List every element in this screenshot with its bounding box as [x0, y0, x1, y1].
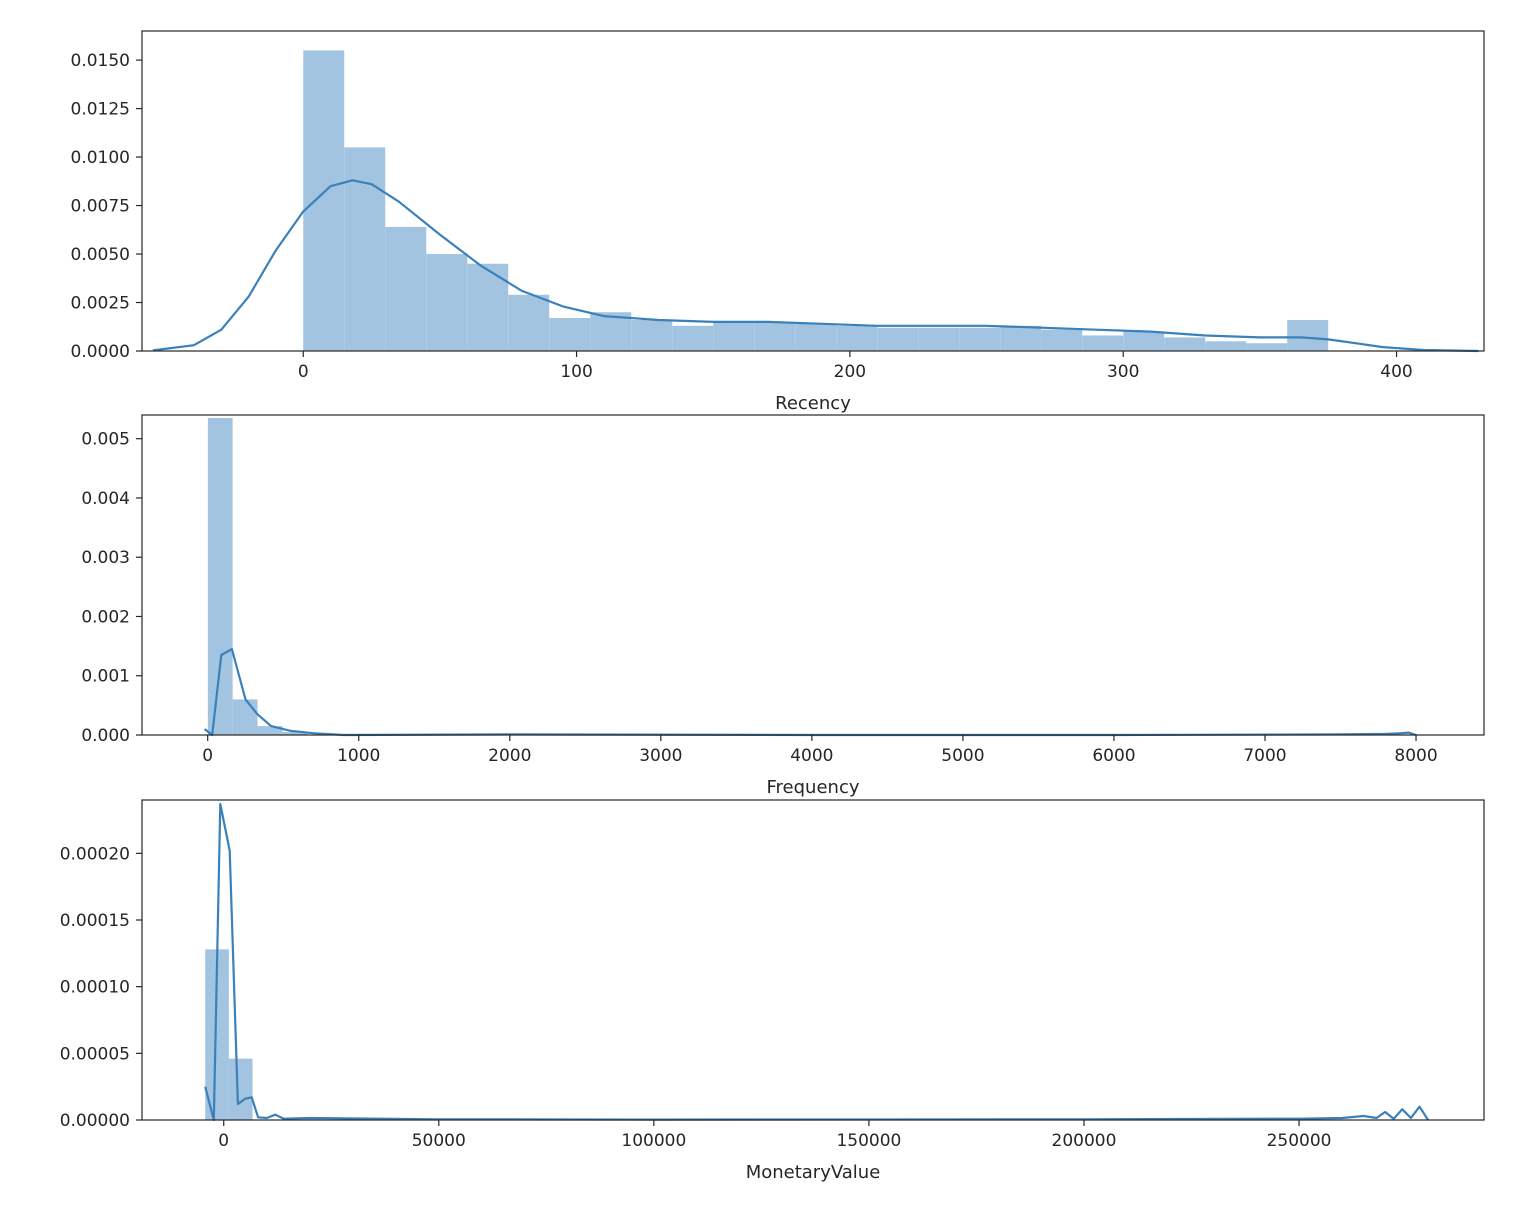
recency-bar: [1041, 329, 1083, 351]
frequency-y-tick-label: 0.002: [81, 607, 130, 627]
recency-y-tick-label: 0.0000: [71, 342, 130, 362]
monetary-x-tick-label: 0: [218, 1131, 229, 1151]
frequency-y-tick-label: 0.005: [81, 430, 130, 450]
frequency-x-tick-label: 0: [202, 746, 213, 766]
monetary-y-tick-label: 0.00020: [60, 844, 130, 864]
panel-monetary: 0 50000 100000 150000 200000 250000 0.00000 0.0…: [60, 799, 1485, 1183]
frequency-x-tick-label: 2000: [488, 746, 531, 766]
frequency-bar: [232, 699, 258, 735]
recency-y-tick-label: 0.0050: [71, 245, 130, 265]
recency-bar: [1246, 343, 1288, 351]
recency-axes-frame: [141, 30, 1485, 352]
monetary-y-tick-label: 0.00015: [60, 911, 130, 931]
panel-recency: 0 100 200 300 400 0.0000 0.0025 0.0050 0.0075 0.0…: [71, 30, 1485, 414]
recency-bar: [877, 327, 919, 351]
recency-bar: [1000, 325, 1042, 351]
frequency-x-tick-label: 7000: [1243, 746, 1286, 766]
recency-bar: [631, 319, 673, 351]
monetary-x-tick-label: 200000: [1052, 1131, 1117, 1151]
frequency-x-tick-label: 1000: [337, 746, 380, 766]
frequency-y-tick-label: 0.000: [81, 726, 130, 746]
recency-x-tick-label: 200: [834, 362, 866, 382]
recency-bar: [467, 263, 509, 351]
recency-y-tick-label: 0.0075: [71, 197, 130, 217]
frequency-axes-frame: [141, 414, 1485, 736]
monetary-x-tick-label: 150000: [836, 1131, 901, 1151]
recency-bar: [836, 325, 878, 351]
monetary-x-tick-label: 250000: [1267, 1131, 1332, 1151]
recency-bar: [590, 312, 632, 351]
recency-bar: [1082, 335, 1124, 351]
frequency-x-tick-label: 3000: [639, 746, 682, 766]
recency-x-tick-label: 400: [1380, 362, 1412, 382]
recency-bar: [344, 147, 386, 351]
recency-x-tick-label: 0: [298, 362, 309, 382]
recency-x-tick-label: 100: [560, 362, 592, 382]
monetary-kde-line: [204, 802, 1430, 1122]
recency-x-axis-label: Recency: [775, 393, 851, 414]
recency-bar: [385, 226, 427, 351]
recency-bar: [303, 50, 345, 351]
recency-bar: [918, 327, 960, 351]
monetary-y-tick-label: 0.00010: [60, 978, 130, 998]
recency-bar: [508, 294, 550, 351]
frequency-x-tick-label: 5000: [941, 746, 984, 766]
frequency-bar: [207, 417, 233, 735]
recency-bar: [795, 323, 837, 351]
recency-y-tick-label: 0.0150: [71, 51, 130, 71]
recency-bar: [1287, 319, 1329, 351]
monetary-x-tick-label: 50000: [412, 1131, 466, 1151]
recency-y-tick-label: 0.0125: [71, 100, 130, 120]
recency-bar: [1123, 331, 1165, 351]
frequency-kde-line: [204, 647, 1417, 737]
monetary-bar: [228, 1058, 253, 1120]
recency-y-tick-label: 0.0100: [71, 148, 130, 168]
frequency-y-tick-label: 0.001: [81, 667, 130, 687]
recency-bar: [1164, 337, 1206, 351]
frequency-bar: [282, 732, 308, 735]
monetary-x-tick-label: 100000: [621, 1131, 686, 1151]
recency-bar: [754, 321, 796, 351]
frequency-bar: [257, 726, 283, 735]
recency-bar: [549, 318, 591, 351]
recency-x-tick-label: 300: [1107, 362, 1139, 382]
recency-bar: [1205, 341, 1247, 351]
monetary-bar: [205, 949, 229, 1120]
recency-bar: [713, 321, 755, 351]
recency-y-tick-label: 0.0025: [71, 294, 130, 314]
frequency-x-tick-label: 8000: [1394, 746, 1437, 766]
frequency-y-tick-label: 0.003: [81, 548, 130, 568]
recency-bar: [426, 254, 468, 351]
monetary-y-tick-label: 0.00005: [60, 1044, 130, 1064]
monetary-y-tick-label: 0.00000: [60, 1111, 130, 1131]
panel-frequency: 0 1000 2000 3000 4000 5000 6000 7000 8000 0.000 0.…: [81, 414, 1485, 798]
frequency-x-tick-label: 4000: [790, 746, 833, 766]
recency-kde-line: [152, 179, 1479, 353]
frequency-x-tick-label: 6000: [1092, 746, 1135, 766]
frequency-y-tick-label: 0.004: [81, 489, 130, 509]
monetary-axes-frame: [141, 799, 1485, 1121]
recency-bar: [672, 325, 714, 351]
recency-bar: [959, 327, 1001, 351]
monetary-x-axis-label: MonetaryValue: [746, 1162, 881, 1183]
frequency-x-axis-label: Frequency: [767, 777, 860, 798]
